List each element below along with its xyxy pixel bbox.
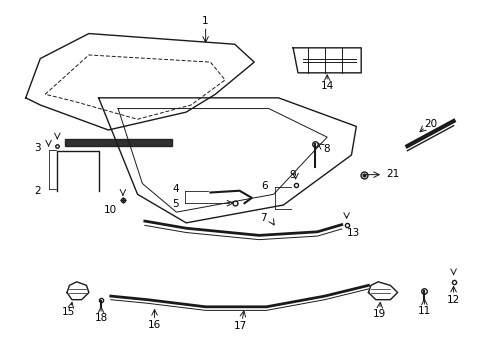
Text: 4: 4 [172, 184, 179, 194]
Text: 1: 1 [202, 16, 208, 26]
Text: 9: 9 [289, 170, 296, 180]
Text: 11: 11 [417, 306, 430, 316]
Text: 8: 8 [322, 144, 329, 154]
Text: 13: 13 [346, 228, 360, 238]
Text: 10: 10 [104, 205, 117, 215]
Text: 18: 18 [94, 313, 107, 323]
Text: 16: 16 [148, 320, 161, 330]
Text: 7: 7 [260, 213, 266, 223]
Text: 12: 12 [446, 295, 459, 305]
Text: 6: 6 [261, 181, 268, 191]
Text: 21: 21 [386, 169, 399, 179]
Text: 3: 3 [35, 143, 41, 153]
Text: 14: 14 [320, 81, 333, 91]
Text: 5: 5 [172, 199, 179, 209]
Text: 2: 2 [35, 186, 41, 196]
Text: 20: 20 [424, 118, 437, 129]
Text: 19: 19 [372, 309, 386, 319]
Text: 15: 15 [61, 307, 75, 317]
Text: 17: 17 [233, 321, 247, 331]
